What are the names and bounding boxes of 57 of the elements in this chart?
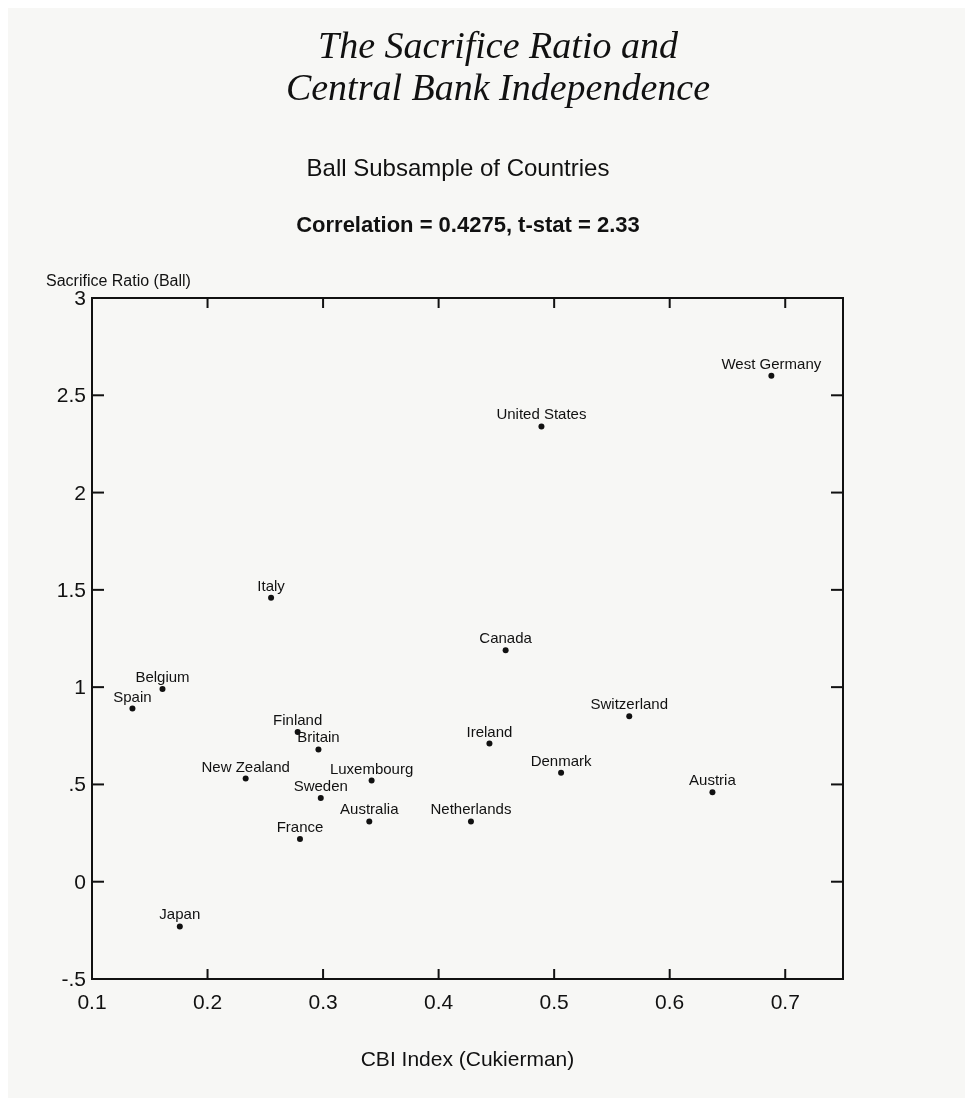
point <box>502 647 509 654</box>
point <box>159 686 166 693</box>
data-label: Netherlands <box>430 800 512 818</box>
data-label: Switzerland <box>590 695 669 713</box>
point <box>486 740 493 747</box>
y-tick-label: 3 <box>74 286 86 309</box>
point <box>317 795 324 802</box>
data-label: Japan <box>159 905 201 923</box>
point <box>768 372 775 379</box>
point <box>538 423 545 430</box>
y-axis-title: Sacrifice Ratio (Ball) <box>46 272 191 289</box>
point <box>242 775 249 782</box>
y-tick-label: .5 <box>68 772 86 796</box>
chart-title: The Sacrifice Ratio and Central Bank Independence <box>285 24 711 108</box>
data-label: Sweden <box>293 777 348 795</box>
text: Correlation = 0.4275, t-stat = 2.33 <box>296 212 640 237</box>
data-label: United States <box>496 405 587 423</box>
x-tick-label: 0.7 <box>770 990 800 1013</box>
data-label: Britain <box>297 728 340 746</box>
point <box>296 835 303 842</box>
data-label: New Zealand <box>201 757 290 775</box>
x-tick-label: 0.2 <box>192 990 223 1013</box>
x-tick-label: 0.4 <box>424 990 454 1013</box>
y-tick-label: 1 <box>74 675 86 699</box>
point <box>366 818 373 825</box>
point <box>176 923 183 930</box>
chart-subtitle: Ball Subsample of Countries <box>306 154 610 181</box>
data-label: West Germany <box>721 354 822 372</box>
y-tick-label: 2 <box>74 480 86 504</box>
x-tick-label: 0.6 <box>655 990 685 1013</box>
y-tick-label: 0 <box>74 869 86 893</box>
point <box>558 769 565 776</box>
data-label: Canada <box>479 629 533 647</box>
data-label: Ireland <box>466 722 513 740</box>
x-tick-label: 0.1 <box>77 990 107 1013</box>
point <box>268 594 275 601</box>
point <box>368 777 375 784</box>
point <box>315 746 322 753</box>
y-tick-label: 2.5 <box>56 383 86 407</box>
data-label: France <box>276 817 324 835</box>
y-tick-label: -.5 <box>61 967 86 990</box>
data-label: Italy <box>257 576 286 594</box>
data-label: Finland <box>273 710 323 728</box>
data-label: Luxembourg <box>329 759 414 777</box>
point <box>467 818 474 825</box>
data-label: Australia <box>340 800 400 818</box>
point <box>709 789 716 796</box>
data-label: Denmark <box>530 751 593 769</box>
x-tick-label: 0.5 <box>539 990 569 1013</box>
x-axis-title: CBI Index (Cukierman) <box>360 1047 575 1070</box>
data-label: Belgium <box>135 668 190 686</box>
point <box>129 705 136 712</box>
x-tick-label: 0.3 <box>308 990 338 1013</box>
point <box>626 713 633 720</box>
y-tick-label: 1.5 <box>56 577 86 601</box>
data-label: Spain <box>113 687 152 705</box>
data-label: Austria <box>689 771 737 789</box>
